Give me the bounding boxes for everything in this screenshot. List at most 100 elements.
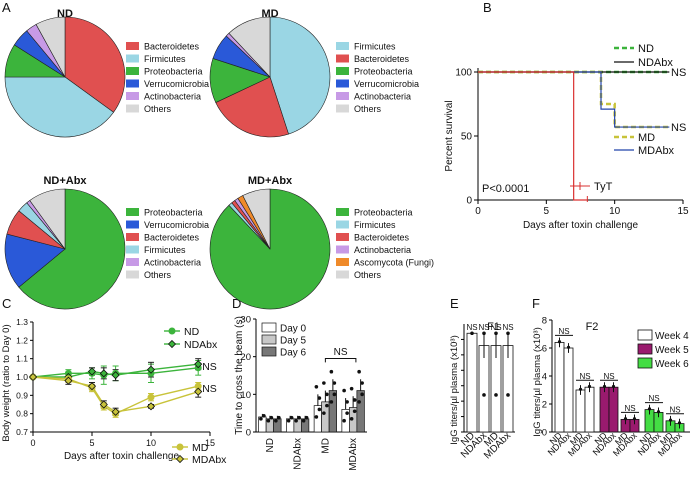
legend-swatch-md-abx-ascomycota-fungi — [336, 258, 349, 266]
legend-label-nd-abx-actinobacteria: Actinobacteria — [144, 258, 201, 268]
data-dot-mdabx-day-0 — [342, 388, 346, 393]
pie-slice-nd-firmicutes — [4, 76, 114, 138]
ns-annotation-2: NS — [603, 372, 614, 381]
legend-swatch-md-bacteroidetes — [336, 54, 349, 63]
data-dot-md — [494, 331, 498, 336]
x-tick-label-mdabx: MDAbx — [348, 438, 359, 471]
x-tick-label: 0 — [30, 438, 35, 448]
y-tick-label: 4 — [542, 372, 547, 383]
legend-label-md-abx-ascomycota-fungi: Ascomycota (Fungi) — [354, 258, 434, 268]
panel-label-c: C — [2, 296, 11, 311]
ns-annotation-ndabx: NS — [478, 323, 489, 332]
y-tick-label: 0.7 — [16, 427, 28, 437]
y-tick-label: 0.8 — [16, 409, 28, 419]
ns-annotation-md: NS — [490, 323, 501, 332]
legend-label-nd: ND — [184, 326, 200, 338]
legend-label-mdabx: MDAbx — [638, 145, 675, 157]
legend-label-md-abx-others: Others — [354, 270, 382, 280]
legend-swatch-md-abx-proteobacteria — [336, 208, 349, 216]
legend-label-ndabx: NDAbx — [638, 57, 673, 69]
series-line-tyt — [478, 71, 588, 201]
legend-swatch-md-verrucomicrobia — [336, 79, 349, 88]
legend-swatch-nd-verrucomicrobia — [126, 79, 139, 88]
data-dot-week-5-mdabx — [632, 417, 637, 421]
legend-label-nd-firmicutes: Firmicutes — [144, 54, 186, 64]
legend-swatch-nd-abx-actinobacteria — [126, 258, 139, 266]
data-dot-md-day-6 — [332, 392, 337, 397]
legend-swatch-md-actinobacteria — [336, 92, 349, 100]
data-point-ndabx — [99, 369, 108, 378]
legend-swatch-nd-actinobacteria — [126, 92, 139, 100]
data-dot-mdabx — [506, 331, 510, 336]
legend-label-md: MD — [192, 442, 209, 454]
data-point-mdabx — [146, 402, 156, 411]
legend-label-tyt: TyT — [594, 181, 613, 193]
legend-marker-md — [176, 443, 184, 451]
x-tick-label: 5 — [89, 438, 94, 448]
data-dot-week-6-mdabx — [677, 421, 682, 425]
data-dot-ndabx-day-5 — [297, 415, 301, 420]
data-point-mdabx — [99, 400, 108, 409]
legend-label-md-verrucomicrobia: Verrucomicrobia — [354, 79, 419, 89]
legend-label-week-6: Week 6 — [655, 359, 689, 370]
bar-week-5-ndabx — [608, 386, 619, 433]
y-axis-label: IgG titers/µl plasma (x10³) — [449, 335, 460, 444]
data-dot-mdabx-day-0 — [345, 411, 349, 415]
pie-slice-nd-abx-proteobacteria — [18, 188, 126, 310]
legend-label-md-abx-proteobacteria: Proteobacteria — [354, 208, 413, 218]
data-point-mdabx — [111, 407, 120, 416]
chart-title: F1 — [487, 321, 500, 333]
series-line-mdabx — [32, 376, 199, 413]
ns-bracket — [324, 358, 357, 363]
x-tick-label-ndabx: NDAbx — [293, 438, 304, 470]
x-axis-label: Days after toxin challenge — [523, 220, 639, 231]
legend-label-nd-abx-others: Others — [144, 270, 172, 280]
data-dot-week-5-ndabx — [611, 384, 616, 389]
data-dot-ndabx-day-0 — [286, 418, 291, 423]
data-dot-ndabx-day-6 — [301, 418, 306, 423]
y-tick-label: 50 — [461, 132, 473, 143]
ns-annotation-3: NS — [624, 404, 635, 413]
bar-md-day-6 — [328, 390, 337, 433]
legend-label-ndabx: NDAbx — [184, 339, 218, 351]
pie-title-nd-abx: ND+Abx — [43, 175, 87, 187]
data-dot-md-day-6 — [329, 400, 334, 404]
data-dot-md-day-0 — [317, 396, 322, 400]
legend-label-md-bacteroidetes: Bacteroidetes — [354, 54, 410, 64]
y-tick-label: 6 — [542, 344, 547, 355]
data-dot-week-4-nd — [557, 340, 562, 344]
y-tick-label: 8 — [542, 316, 547, 327]
x-tick-label: 15 — [677, 206, 689, 217]
legend-marker-ndabx — [167, 339, 177, 349]
data-dot-md-day-0 — [314, 415, 319, 419]
data-dot-week-5-nd — [602, 384, 607, 389]
legend-swatch-nd-abx-verrucomicrobia — [126, 220, 139, 229]
bar-week-4-ndabx — [563, 347, 574, 433]
y-tick-label: 100 — [455, 68, 472, 79]
y-axis-label: Body weight (ratio to Day 0) — [1, 324, 12, 441]
data-dot-low-ndabx — [482, 393, 486, 397]
ns-annotation-5: NS — [669, 405, 680, 414]
pie-slice-md-bacteroidetes — [215, 76, 289, 138]
legend-swatch-md-abx-bacteroidetes — [336, 233, 349, 241]
legend-swatch-week-6 — [637, 357, 653, 369]
data-point-mdabx — [64, 376, 73, 385]
legend-label-nd-abx-bacteroidetes: Bacteroidetes — [144, 233, 200, 243]
legend-label-md-abx-bacteroidetes: Bacteroidetes — [354, 233, 410, 243]
y-tick-label: 30 — [240, 315, 251, 326]
data-point-ndabx — [111, 371, 120, 380]
pie-slice-md-firmicutes — [269, 16, 331, 135]
legend-label-md-proteobacteria: Proteobacteria — [354, 67, 413, 77]
data-point-ndabx — [146, 365, 156, 374]
data-dot-mdabx-day-0 — [345, 400, 349, 404]
bar-week-4-mdabx — [584, 386, 595, 433]
pie-slice-nd-others — [35, 16, 66, 78]
legend-label-md-abx-firmicutes: Firmicutes — [354, 220, 396, 230]
p-value-annotation: P<0.0001 — [482, 183, 529, 195]
legend-label-day-6: Day 6 — [280, 348, 307, 359]
legend-swatch-day-6 — [261, 346, 277, 357]
legend-label-week-5: Week 5 — [655, 345, 689, 356]
bar-mdabx-day-6 — [356, 390, 365, 433]
